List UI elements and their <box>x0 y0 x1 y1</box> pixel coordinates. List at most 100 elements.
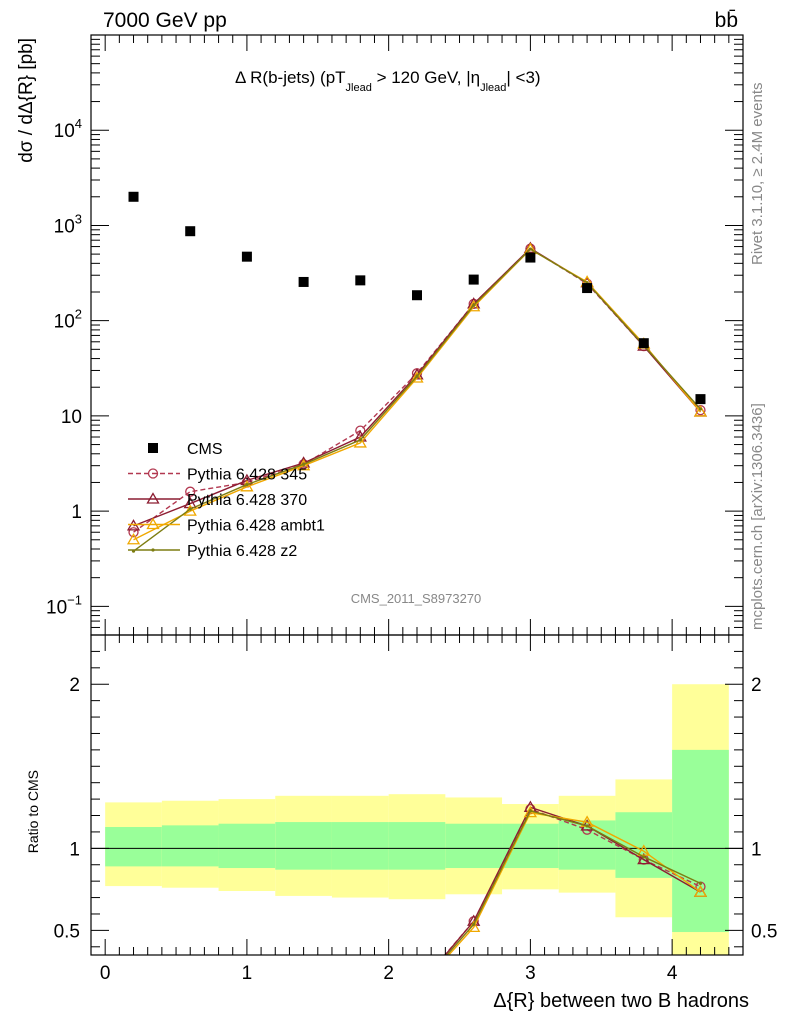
ratio-series-marker <box>185 1007 196 1017</box>
band-green <box>558 820 616 870</box>
series-marker <box>415 374 419 378</box>
ratio-series-marker <box>637 844 651 856</box>
ratio-tick-label: 0.5 <box>54 921 80 942</box>
x-tick-label: 4 <box>667 963 678 984</box>
y-tick-label: 103 <box>54 211 82 237</box>
series-marker <box>185 486 196 497</box>
ratio-series-marker <box>241 1006 252 1016</box>
ratio-series-marker <box>412 983 423 993</box>
ratio-tick-label-right: 0.5 <box>751 921 777 942</box>
series-marker <box>302 462 306 466</box>
rivet-label: Rivet 3.1.10, ≥ 2.4M events <box>749 83 766 266</box>
watermark: CMS_2011_S8973270 <box>351 591 482 606</box>
x-tick-label: 0 <box>100 963 111 984</box>
ratio-tick-label-right: 1 <box>751 839 762 860</box>
legend-label: CMS <box>187 441 223 458</box>
ratio-series-marker <box>698 881 703 885</box>
data-point <box>185 226 196 237</box>
legend: CMS Pythia 6.428 345 Pythia 6.428 370 Pythi… <box>128 441 325 560</box>
y-tick-label: 102 <box>54 307 82 333</box>
ratio-tick-label: 2 <box>69 675 80 696</box>
legend-marker <box>147 468 159 479</box>
ratio-series-marker <box>302 1009 305 1012</box>
series-marker <box>296 456 311 468</box>
legend-label: Pythia 6.428 345 <box>187 467 307 484</box>
ratio-series-marker <box>129 1008 138 1017</box>
ratio-series-marker <box>298 1005 309 1015</box>
ratio-series-marker <box>185 1007 196 1017</box>
band-green <box>275 822 332 870</box>
data-point <box>695 394 706 405</box>
ratio-series-marker <box>415 988 418 991</box>
legend-label: Pythia 6.428 ambt1 <box>187 518 325 535</box>
ratio-series-marker <box>528 809 532 813</box>
ratio-series-marker <box>128 1007 139 1017</box>
series-marker <box>467 299 481 312</box>
y-axis-title: dσ / dΔ{R} [pb] <box>16 38 37 163</box>
x-axis-title: Δ{R} between two B hadrons <box>493 990 749 1012</box>
band-green <box>672 749 729 933</box>
ratio-series-marker <box>241 1006 252 1016</box>
band-green <box>445 823 503 869</box>
legend-marker <box>146 517 160 530</box>
series-line <box>133 247 702 527</box>
process-label: bb̄ <box>715 9 738 32</box>
series-marker <box>126 532 141 545</box>
ratio-series-marker <box>242 1007 251 1016</box>
legend-label: Pythia 6.428 z2 <box>187 543 297 560</box>
band-green <box>218 823 276 869</box>
ratio-series-marker <box>356 1004 365 1013</box>
mcplots-label: mcplots.cern.ch [arXiv:1306.3436] <box>749 403 766 630</box>
y-tick-label: 10−1 <box>46 592 82 618</box>
series-marker <box>410 371 424 383</box>
ratio-tick-label-right: 2 <box>751 675 762 696</box>
chart-title: Δ R(b-jets) (pTJlead > 120 GeV, |ηJlead|… <box>235 68 541 94</box>
series-marker <box>128 527 139 538</box>
data-point <box>468 274 479 285</box>
band-green <box>161 825 219 867</box>
ratio-panel: 0 1 2 3 4 0.5 0.5 1 1 2 2 <box>54 35 777 1017</box>
data-point <box>128 191 139 202</box>
legend-marker <box>146 492 160 504</box>
ratio-series-marker <box>413 983 422 992</box>
x-tick-label: 3 <box>525 963 536 984</box>
ratio-series-marker <box>412 985 423 995</box>
data-point <box>582 283 593 294</box>
ratio-tick-label: 1 <box>69 839 80 860</box>
ratio-series-marker <box>585 824 589 828</box>
legend-label: Pythia 6.428 370 <box>187 492 307 509</box>
ratio-series-marker <box>472 922 476 926</box>
series-marker <box>245 482 249 487</box>
ratio-series-line <box>446 810 701 955</box>
ratio-series-marker <box>693 885 708 897</box>
ratio-series-marker <box>245 1010 248 1013</box>
ratio-series-line <box>444 806 701 955</box>
ratio-series-marker <box>132 1011 135 1014</box>
y-tick-label: 10 <box>61 407 82 428</box>
band-green <box>388 822 446 870</box>
ratio-series-marker <box>642 855 646 859</box>
legend-marker <box>148 443 158 453</box>
series-marker <box>358 438 362 442</box>
band-green <box>105 827 162 867</box>
x-tick-label: 2 <box>383 963 394 984</box>
legend-entry: Pythia 6.428 345 <box>128 467 307 484</box>
ratio-series-marker <box>299 1006 308 1015</box>
series-marker <box>353 436 367 448</box>
ratio-series-marker <box>359 1007 362 1010</box>
legend-marker <box>151 548 155 552</box>
series-marker <box>188 507 192 511</box>
ratio-series-marker <box>189 1011 192 1014</box>
ratio-series-marker <box>186 1008 195 1017</box>
legend-entry: Pythia 6.428 ambt1 <box>128 518 325 535</box>
ratio-series-line <box>447 811 701 955</box>
ratio-series-marker <box>355 1004 366 1014</box>
series-marker <box>528 247 532 251</box>
x-tick-label: 1 <box>242 963 253 984</box>
ratio-series-marker <box>637 852 651 865</box>
legend-entry: Pythia 6.428 z2 <box>128 543 297 560</box>
ratio-series-marker <box>355 1003 366 1013</box>
ratio-series-marker <box>298 1005 309 1015</box>
y-tick-label: 1 <box>71 502 82 523</box>
